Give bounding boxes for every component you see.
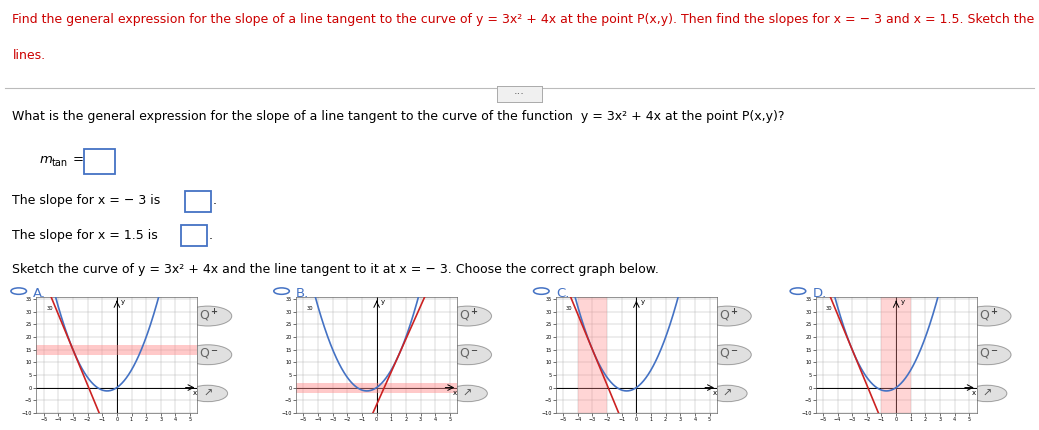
Text: D.: D.: [812, 287, 827, 300]
Text: +: +: [211, 307, 217, 316]
Text: Q: Q: [719, 308, 729, 321]
Text: y: y: [641, 299, 645, 305]
Circle shape: [708, 385, 747, 402]
Bar: [296, 383, 457, 393]
Text: The slope for x = 1.5 is: The slope for x = 1.5 is: [12, 229, 158, 242]
Text: −: −: [730, 346, 737, 355]
Text: Q: Q: [979, 308, 989, 321]
Text: Q: Q: [199, 347, 210, 360]
Text: −: −: [990, 346, 996, 355]
Text: +: +: [730, 307, 737, 316]
Circle shape: [444, 306, 491, 326]
Text: y: y: [122, 299, 126, 305]
Text: Q: Q: [979, 347, 989, 360]
Text: x: x: [713, 390, 717, 396]
Circle shape: [184, 345, 232, 365]
Text: ↗: ↗: [203, 388, 213, 399]
Circle shape: [448, 385, 487, 402]
Bar: [578, 297, 607, 413]
Circle shape: [444, 345, 491, 365]
Text: ↗: ↗: [982, 388, 992, 399]
Text: 30: 30: [566, 306, 572, 310]
Text: x: x: [193, 390, 197, 396]
Text: y: y: [381, 299, 385, 305]
Text: The slope for x = − 3 is: The slope for x = − 3 is: [12, 194, 161, 207]
Text: A.: A.: [33, 287, 47, 300]
Text: C.: C.: [556, 287, 569, 300]
Text: =: =: [73, 153, 84, 166]
Text: −: −: [211, 346, 217, 355]
Text: ···: ···: [514, 89, 525, 99]
FancyBboxPatch shape: [181, 225, 207, 246]
Text: tan: tan: [52, 158, 69, 168]
Text: y: y: [901, 299, 905, 305]
Text: Q: Q: [459, 308, 470, 321]
Text: −: −: [471, 346, 477, 355]
Circle shape: [963, 345, 1011, 365]
Text: Q: Q: [459, 347, 470, 360]
Circle shape: [963, 306, 1011, 326]
Text: 30: 30: [826, 306, 832, 310]
FancyBboxPatch shape: [185, 191, 211, 212]
Circle shape: [703, 306, 751, 326]
Text: ↗: ↗: [722, 388, 732, 399]
Circle shape: [967, 385, 1007, 402]
Text: ↗: ↗: [462, 388, 473, 399]
Text: +: +: [990, 307, 996, 316]
Text: 30: 30: [307, 306, 313, 310]
Text: Find the general expression for the slope of a line tangent to the curve of y = : Find the general expression for the slop…: [12, 13, 1039, 26]
Circle shape: [188, 385, 228, 402]
Text: 30: 30: [47, 306, 53, 310]
Text: m: m: [39, 153, 52, 166]
Text: .: .: [213, 194, 217, 207]
Text: Sketch the curve of y = 3x² + 4x and the line tangent to it at x = − 3. Choose t: Sketch the curve of y = 3x² + 4x and the…: [12, 263, 660, 276]
Text: lines.: lines.: [12, 49, 46, 62]
Text: Q: Q: [199, 308, 210, 321]
Text: +: +: [471, 307, 477, 316]
Text: What is the general expression for the slope of a line tangent to the curve of t: What is the general expression for the s…: [12, 110, 785, 123]
Text: .: .: [209, 229, 213, 242]
Circle shape: [703, 345, 751, 365]
Text: Q: Q: [719, 347, 729, 360]
Text: B.: B.: [296, 287, 310, 300]
FancyBboxPatch shape: [84, 149, 115, 174]
Bar: [36, 345, 197, 355]
Text: x: x: [453, 390, 457, 396]
Circle shape: [184, 306, 232, 326]
Bar: [881, 297, 911, 413]
Text: x: x: [973, 390, 977, 396]
